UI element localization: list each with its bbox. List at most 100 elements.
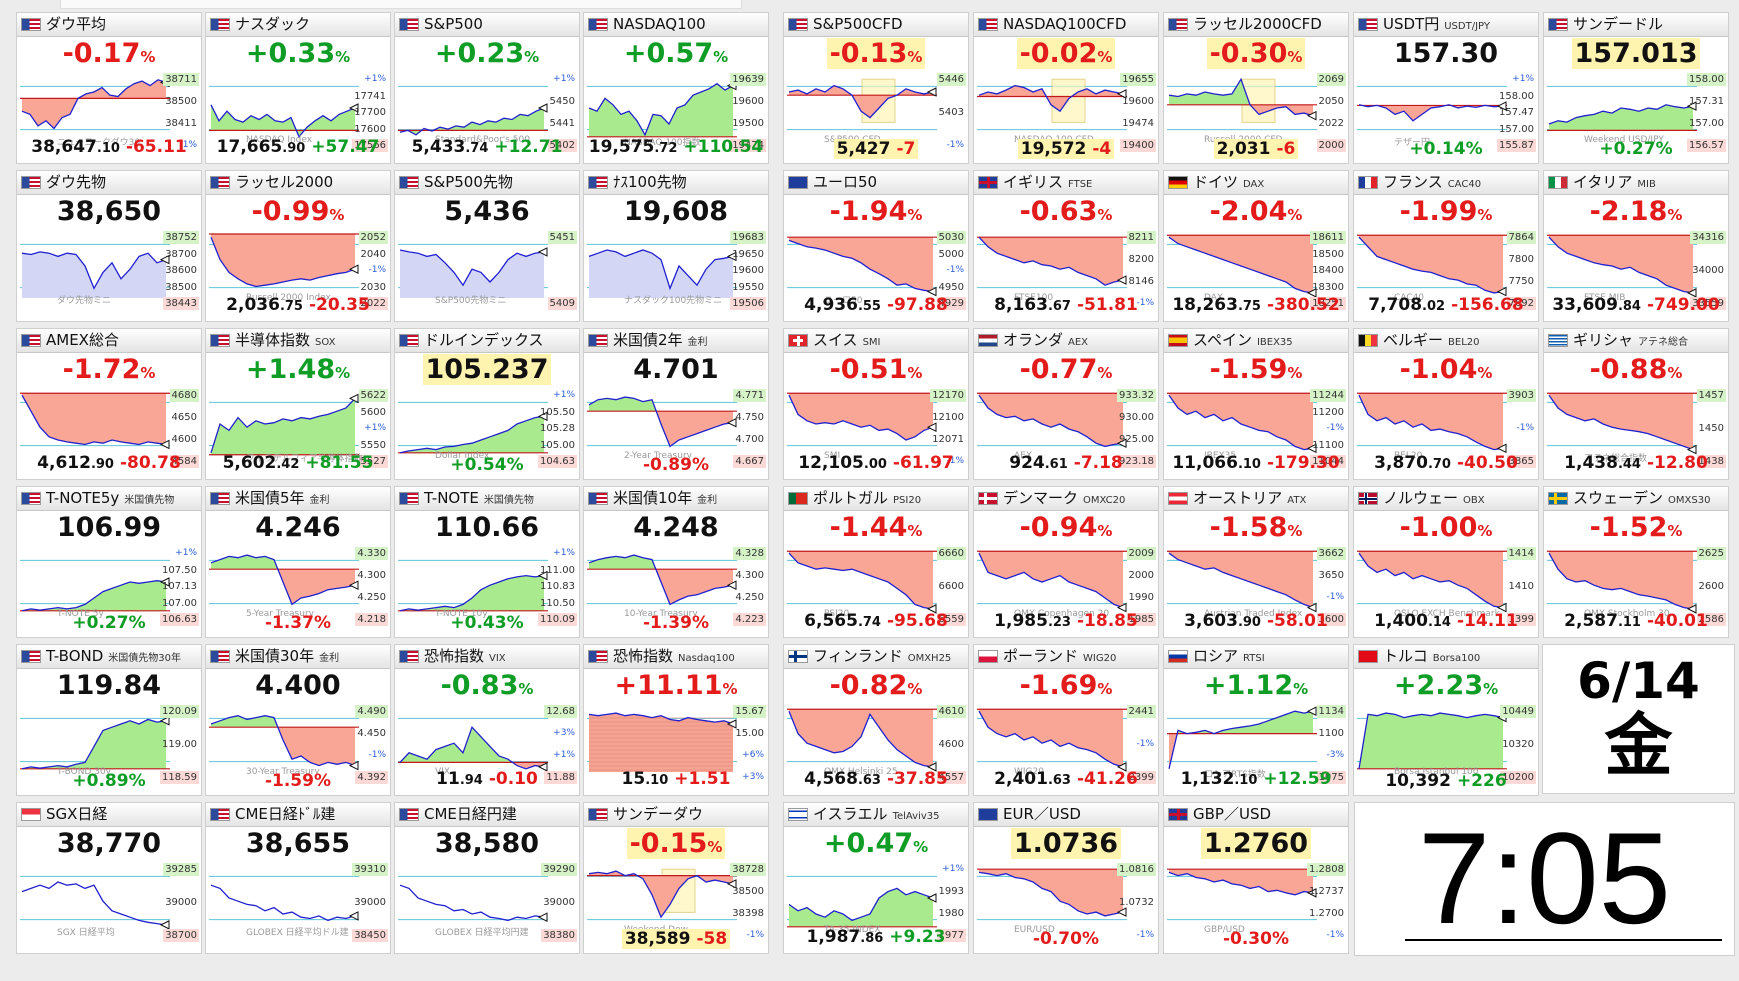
chart-watermark: テザー円 bbox=[1394, 138, 1431, 148]
price-line bbox=[588, 554, 734, 606]
price-row: 3,603.90 -58.01 bbox=[1164, 610, 1348, 634]
axis-label: -1% bbox=[1326, 423, 1344, 433]
flag-icon bbox=[788, 650, 808, 663]
axis-label: 39000 bbox=[165, 897, 197, 908]
flag-icon bbox=[399, 176, 419, 189]
intraday-chart bbox=[1357, 392, 1507, 454]
current-price-marker bbox=[926, 604, 937, 614]
market-tile: ギリシャ アテネ総合 -0.88% 1457 1450 1438 アテネ総合指数 1,438.… bbox=[1543, 328, 1729, 480]
flag-icon bbox=[788, 176, 808, 189]
percent-sign: % bbox=[1097, 522, 1113, 540]
current-price-marker bbox=[1306, 288, 1317, 298]
headline-value: 38,655 bbox=[245, 828, 351, 859]
axis-label: 11044 bbox=[1310, 455, 1346, 468]
headline-value: -1.58% bbox=[1209, 512, 1303, 543]
market-tile: 恐怖指数 Nasdaq100 +11.11% 15.67 15.00 +6% +3% 15.1… bbox=[583, 644, 769, 796]
chart-area bbox=[589, 83, 733, 137]
chart-watermark: GLOBEX 日経平均円建 bbox=[435, 928, 529, 938]
price-change: -0.70% bbox=[1032, 929, 1100, 949]
axis-label: 34316 bbox=[1690, 231, 1726, 244]
price-line bbox=[978, 871, 1124, 917]
current-price-marker bbox=[1306, 888, 1317, 898]
price-change: -7 bbox=[896, 139, 916, 159]
axis-label: 157.00 bbox=[1689, 118, 1724, 129]
percent-sign: % bbox=[907, 522, 923, 540]
chart-area bbox=[979, 393, 1123, 447]
axis-label: 4.300 bbox=[735, 570, 764, 581]
instrument-subtitle: PSI20 bbox=[893, 495, 922, 506]
instrument-name: SGX日経 bbox=[46, 805, 108, 823]
intraday-chart bbox=[209, 85, 359, 139]
axis-label: 119.00 bbox=[162, 739, 197, 750]
price-change: +0.89% bbox=[72, 771, 146, 791]
instrument-name: 米国債5年 金利 bbox=[235, 489, 330, 507]
current-price-marker bbox=[1496, 101, 1507, 111]
current-price-marker bbox=[537, 570, 548, 581]
last-price: 1,987 bbox=[806, 927, 861, 947]
instrument-subtitle: OMXS30 bbox=[1668, 495, 1711, 506]
market-tile: デンマーク OMXC20 -0.94% 2009 2000 1990 1985 OMX Cop… bbox=[973, 486, 1159, 638]
price-row: 4,612.90 -80.78 bbox=[17, 452, 201, 476]
chart-watermark: OMX Copenhagen 20 bbox=[1014, 609, 1110, 619]
instrument-name: ロシア RTSI bbox=[1193, 647, 1265, 665]
change-percent: -1.94% bbox=[784, 196, 968, 231]
last-price-decimals: .00 bbox=[863, 457, 887, 472]
axis-label: 2625 bbox=[1696, 547, 1726, 560]
market-tile: ドイツ DAX -2.04% 18611 18500 18400 18300 18251 DAX… bbox=[1163, 170, 1349, 322]
axis-label: 5409 bbox=[547, 297, 577, 310]
headline-value: 4.400 bbox=[255, 670, 341, 701]
instrument-subtitle: MIB bbox=[1637, 179, 1656, 190]
last-price: 15 bbox=[621, 769, 646, 789]
chart-area bbox=[1549, 393, 1693, 450]
chart-area-down bbox=[277, 569, 355, 605]
chart-area bbox=[979, 709, 1123, 767]
current-price-marker bbox=[537, 103, 548, 113]
headline-value: 106.99 bbox=[56, 512, 162, 543]
tile-header: ポーランド WIG20 bbox=[974, 645, 1158, 669]
axis-label: 8200 bbox=[1128, 254, 1154, 265]
price-change: -6 bbox=[1276, 139, 1296, 159]
change-percent: -1.52% bbox=[1544, 512, 1728, 547]
chart-watermark: GBP/USD bbox=[1204, 925, 1245, 935]
axis-label: 4610 bbox=[936, 705, 966, 718]
market-tile: ノルウェー OBX -1.00% 1414 1410 1399 OSLO EXCH Benc… bbox=[1353, 486, 1539, 638]
last-price: 19,572 bbox=[1020, 139, 1087, 159]
percent-sign: % bbox=[335, 48, 351, 66]
change-percent: 5,436 bbox=[395, 196, 579, 228]
tile-header: S&P500CFD bbox=[784, 13, 968, 37]
last-price-decimals: .10 bbox=[1234, 773, 1258, 788]
axis-label: 4.223 bbox=[733, 613, 766, 626]
current-price-marker bbox=[926, 87, 937, 97]
axis-label: 4650 bbox=[171, 412, 197, 423]
flag-icon bbox=[1168, 650, 1188, 663]
flag-icon bbox=[588, 650, 608, 663]
axis-label: 4.300 bbox=[357, 570, 386, 581]
price-group: 4,936.55 -97.88 bbox=[804, 295, 948, 315]
change-percent: -0.13% bbox=[784, 38, 968, 73]
axis-label: 38500 bbox=[732, 886, 764, 897]
last-price: 5,602 bbox=[222, 453, 277, 473]
headline-value: +1.12% bbox=[1203, 670, 1309, 701]
chart-area bbox=[789, 888, 933, 927]
price-line bbox=[1548, 104, 1694, 125]
price-row: 7,708.02 -156.68 bbox=[1354, 294, 1538, 318]
axis-label: 7692 bbox=[1506, 297, 1536, 310]
headline-value: +0.57% bbox=[623, 38, 729, 69]
chart-watermark: Standard&Poor's 500 bbox=[435, 135, 530, 145]
axis-label: 1414 bbox=[1506, 547, 1536, 560]
axis-label: 2000 bbox=[1128, 570, 1154, 581]
headline-value: -1.00% bbox=[1399, 512, 1493, 543]
axis-label: 925.00 bbox=[1119, 434, 1154, 445]
price-line bbox=[1548, 236, 1694, 294]
axis-label: 2022 bbox=[358, 297, 388, 310]
axis-label: +3% bbox=[553, 728, 575, 738]
tile-header: ベルギー BEL20 bbox=[1354, 329, 1538, 353]
instrument-subtitle: CAC40 bbox=[1447, 179, 1482, 190]
axis-label: 4584 bbox=[169, 455, 199, 468]
change-percent: 106.99 bbox=[17, 512, 201, 544]
price-group: 4,612.90 -80.78 bbox=[37, 453, 181, 473]
price-group: 19,575.72 +110.54 bbox=[589, 137, 764, 157]
axis-label: 2052 bbox=[358, 231, 388, 244]
change-percent: -1.99% bbox=[1354, 196, 1538, 231]
current-price-marker bbox=[1116, 762, 1127, 772]
